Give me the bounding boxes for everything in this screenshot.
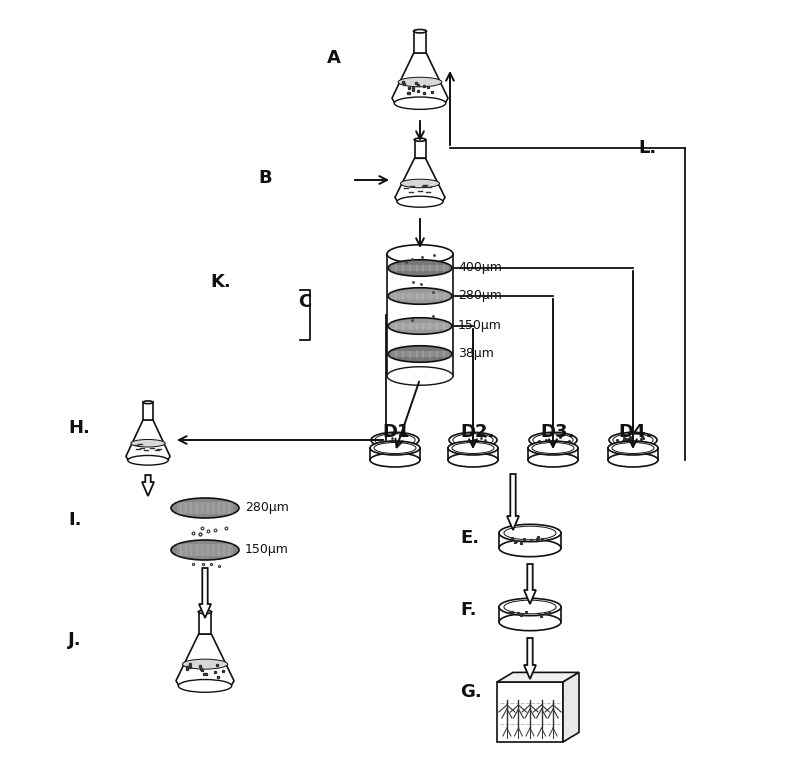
Bar <box>497 682 563 742</box>
Text: F.: F. <box>460 601 477 619</box>
Ellipse shape <box>370 441 420 455</box>
Ellipse shape <box>532 442 574 453</box>
Polygon shape <box>392 52 448 103</box>
Ellipse shape <box>448 453 498 467</box>
Ellipse shape <box>448 441 498 455</box>
Ellipse shape <box>504 526 556 539</box>
Ellipse shape <box>182 659 228 669</box>
Polygon shape <box>524 564 536 604</box>
Ellipse shape <box>388 260 452 276</box>
Ellipse shape <box>414 30 426 33</box>
Bar <box>414 139 426 158</box>
Text: G.: G. <box>460 683 482 701</box>
Ellipse shape <box>388 287 452 305</box>
Ellipse shape <box>533 434 573 446</box>
Text: D1: D1 <box>382 423 410 441</box>
Ellipse shape <box>143 401 153 404</box>
Text: D2.: D2. <box>460 423 494 441</box>
Ellipse shape <box>499 539 561 557</box>
Text: J.: J. <box>68 631 82 649</box>
Text: 280μm: 280μm <box>458 290 502 302</box>
Ellipse shape <box>370 453 420 467</box>
Text: K.: K. <box>210 273 230 291</box>
Text: C: C <box>298 293 311 311</box>
Ellipse shape <box>371 432 419 448</box>
Ellipse shape <box>394 97 446 110</box>
Ellipse shape <box>375 434 415 446</box>
Ellipse shape <box>452 442 494 453</box>
Text: I.: I. <box>68 511 82 529</box>
Polygon shape <box>524 638 536 679</box>
Polygon shape <box>176 634 234 686</box>
Ellipse shape <box>171 498 239 518</box>
Text: L.: L. <box>638 139 656 157</box>
Ellipse shape <box>128 456 168 465</box>
Ellipse shape <box>612 442 654 453</box>
Ellipse shape <box>499 613 561 630</box>
Ellipse shape <box>449 432 497 448</box>
Text: A: A <box>327 49 341 67</box>
Polygon shape <box>395 158 445 202</box>
Text: 280μm: 280μm <box>245 501 289 514</box>
Text: D4.: D4. <box>618 423 652 441</box>
Polygon shape <box>126 420 170 460</box>
Text: E.: E. <box>460 529 479 547</box>
Ellipse shape <box>613 434 653 446</box>
Polygon shape <box>563 673 579 742</box>
Text: B: B <box>258 169 272 187</box>
Bar <box>414 31 426 52</box>
Ellipse shape <box>388 318 452 334</box>
Ellipse shape <box>198 610 212 614</box>
Bar <box>387 254 453 376</box>
Ellipse shape <box>171 540 239 560</box>
Ellipse shape <box>388 346 452 363</box>
Ellipse shape <box>504 601 556 614</box>
Bar <box>143 402 153 420</box>
Polygon shape <box>142 475 154 496</box>
Text: 38μm: 38μm <box>458 348 494 360</box>
Ellipse shape <box>131 439 165 447</box>
Ellipse shape <box>608 441 658 455</box>
Ellipse shape <box>398 78 442 87</box>
Ellipse shape <box>499 598 561 615</box>
Text: 150μm: 150μm <box>245 543 289 557</box>
Ellipse shape <box>397 197 443 207</box>
Ellipse shape <box>387 245 453 263</box>
Ellipse shape <box>414 138 426 141</box>
Ellipse shape <box>528 453 578 467</box>
Ellipse shape <box>401 179 439 188</box>
Bar <box>198 612 211 634</box>
Ellipse shape <box>387 366 453 385</box>
Text: H.: H. <box>68 419 90 437</box>
Polygon shape <box>497 673 579 682</box>
Ellipse shape <box>609 432 657 448</box>
Text: 400μm: 400μm <box>458 262 502 275</box>
Ellipse shape <box>608 453 658 467</box>
Ellipse shape <box>528 441 578 455</box>
Polygon shape <box>507 474 519 530</box>
Ellipse shape <box>499 525 561 542</box>
Text: D3.: D3. <box>540 423 574 441</box>
Ellipse shape <box>453 434 493 446</box>
Ellipse shape <box>374 442 416 453</box>
Ellipse shape <box>529 432 577 448</box>
Ellipse shape <box>178 680 232 692</box>
Polygon shape <box>199 568 211 618</box>
Text: 150μm: 150μm <box>458 319 502 333</box>
